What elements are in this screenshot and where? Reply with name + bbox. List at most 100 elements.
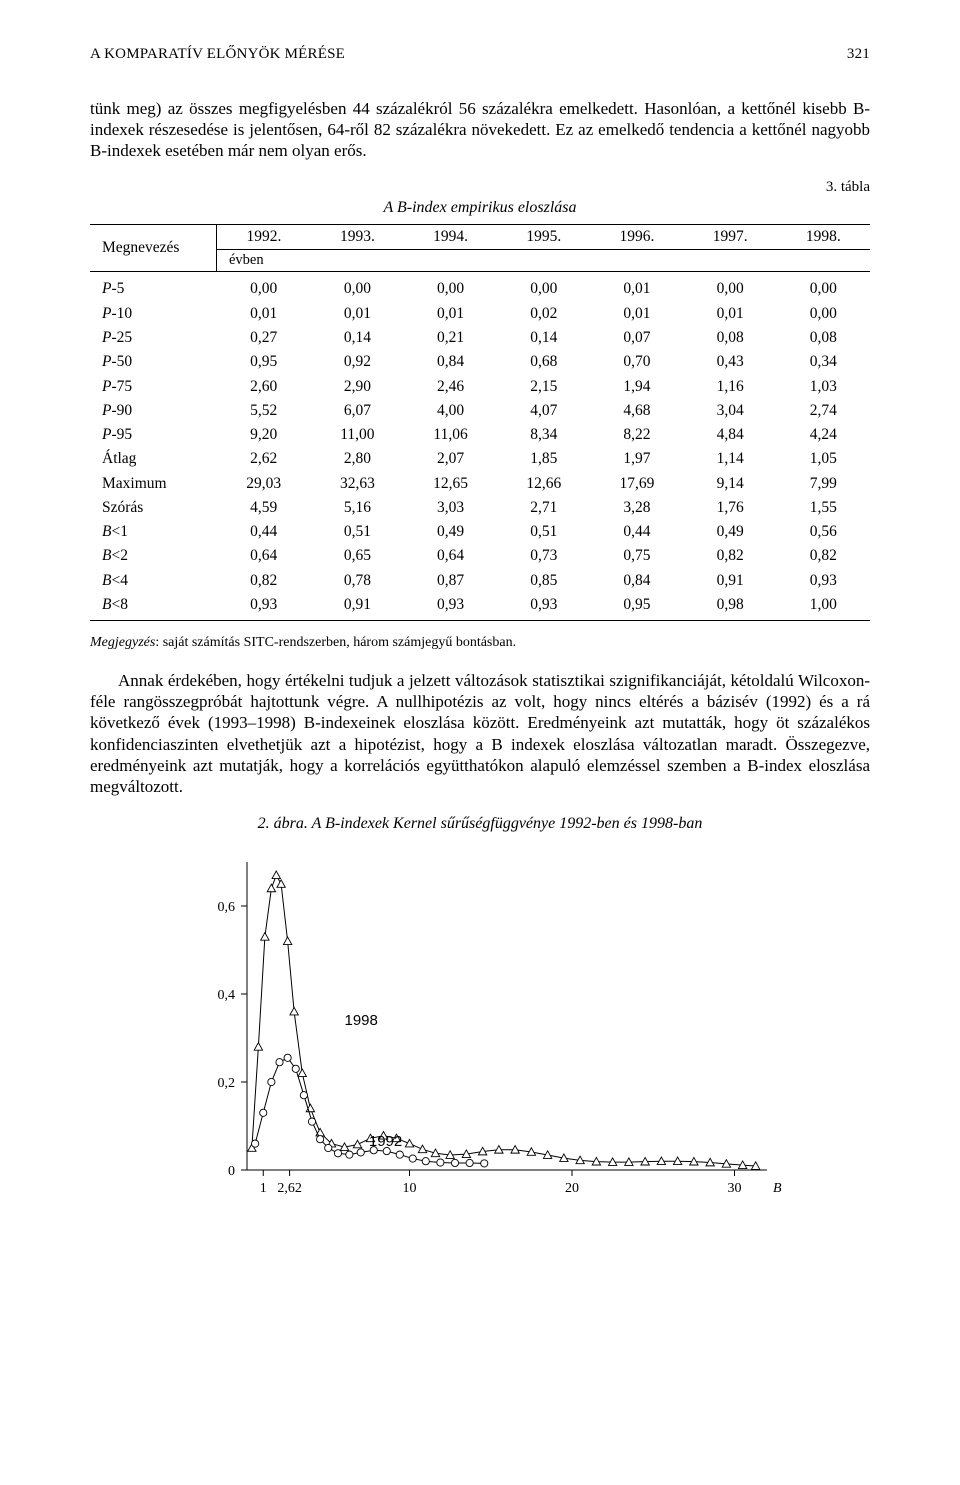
col-year-6: 1998. [777, 225, 870, 250]
cell: 0,01 [311, 302, 404, 326]
cell: 0,64 [404, 544, 497, 568]
svg-text:1992: 1992 [369, 1133, 402, 1150]
cell: 0,51 [311, 520, 404, 544]
cell: 2,62 [217, 447, 311, 471]
running-head-page-number: 321 [847, 46, 870, 64]
svg-text:0,2: 0,2 [218, 1076, 236, 1091]
cell: 0,01 [590, 302, 683, 326]
cell: 0,00 [497, 272, 590, 302]
cell: 0,21 [404, 326, 497, 350]
col-year-5: 1997. [684, 225, 777, 250]
cell: 32,63 [311, 472, 404, 496]
cell: 17,69 [590, 472, 683, 496]
cell: 1,05 [777, 447, 870, 471]
table-row: P-752,602,902,462,151,941,161,03 [90, 375, 870, 399]
table-row: P-959,2011,0011,068,348,224,844,24 [90, 423, 870, 447]
cell: 3,04 [684, 399, 777, 423]
cell: 0,82 [217, 569, 311, 593]
cell: 0,27 [217, 326, 311, 350]
svg-text:B: B [773, 1181, 782, 1196]
row-label: P-75 [90, 375, 217, 399]
cell: 0,78 [311, 569, 404, 593]
cell: 0,93 [404, 593, 497, 621]
cell: 8,22 [590, 423, 683, 447]
cell: 0,00 [777, 302, 870, 326]
cell: 2,74 [777, 399, 870, 423]
cell: 5,16 [311, 496, 404, 520]
cell: 0,93 [777, 569, 870, 593]
table-corner-header: Megnevezés [90, 225, 217, 272]
cell: 0,75 [590, 544, 683, 568]
col-year-2: 1994. [404, 225, 497, 250]
cell: 0,44 [590, 520, 683, 544]
cell: 0,56 [777, 520, 870, 544]
cell: 1,94 [590, 375, 683, 399]
cell: 9,14 [684, 472, 777, 496]
cell: 0,00 [217, 272, 311, 302]
table-row: P-250,270,140,210,140,070,080,08 [90, 326, 870, 350]
row-label: P-5 [90, 272, 217, 302]
cell: 0,73 [497, 544, 590, 568]
cell: 3,28 [590, 496, 683, 520]
svg-text:10: 10 [403, 1181, 417, 1196]
row-label: B<4 [90, 569, 217, 593]
cell: 0,01 [590, 272, 683, 302]
cell: 11,00 [311, 423, 404, 447]
cell: 2,46 [404, 375, 497, 399]
cell: 1,16 [684, 375, 777, 399]
cell: 1,03 [777, 375, 870, 399]
cell: 0,68 [497, 350, 590, 374]
cell: 0,00 [404, 272, 497, 302]
cell: 4,24 [777, 423, 870, 447]
cell: 0,00 [311, 272, 404, 302]
cell: 0,84 [590, 569, 683, 593]
cell: 0,02 [497, 302, 590, 326]
row-label: P-95 [90, 423, 217, 447]
cell: 0,64 [217, 544, 311, 568]
col-year-1: 1993. [311, 225, 404, 250]
cell: 0,08 [777, 326, 870, 350]
cell: 0,95 [217, 350, 311, 374]
cell: 1,14 [684, 447, 777, 471]
cell: 4,59 [217, 496, 311, 520]
cell: 0,08 [684, 326, 777, 350]
table-row: B<10,440,510,490,510,440,490,56 [90, 520, 870, 544]
note-lead: Megjegyzés [90, 635, 155, 650]
cell: 6,07 [311, 399, 404, 423]
table-row: P-905,526,074,004,074,683,042,74 [90, 399, 870, 423]
row-label: Szórás [90, 496, 217, 520]
paragraph-1: tünk meg) az összes megfigyelésben 44 sz… [90, 98, 870, 162]
cell: 0,14 [497, 326, 590, 350]
table-footnote: Megjegyzés: saját számítás SITC-rendszer… [90, 635, 870, 652]
cell: 2,07 [404, 447, 497, 471]
cell: 1,76 [684, 496, 777, 520]
cell: 4,07 [497, 399, 590, 423]
row-label: P-10 [90, 302, 217, 326]
cell: 7,99 [777, 472, 870, 496]
running-head-left: A KOMPARATÍV ELŐNYÖK MÉRÉSE [90, 46, 345, 64]
cell: 0,00 [777, 272, 870, 302]
svg-text:30: 30 [728, 1181, 742, 1196]
cell: 1,55 [777, 496, 870, 520]
svg-text:1: 1 [260, 1181, 267, 1196]
cell: 2,15 [497, 375, 590, 399]
row-label: B<1 [90, 520, 217, 544]
cell: 9,20 [217, 423, 311, 447]
table-row: B<40,820,780,870,850,840,910,93 [90, 569, 870, 593]
cell: 5,52 [217, 399, 311, 423]
cell: 3,03 [404, 496, 497, 520]
table-row: Szórás4,595,163,032,713,281,761,55 [90, 496, 870, 520]
cell: 2,60 [217, 375, 311, 399]
svg-text:20: 20 [565, 1181, 579, 1196]
cell: 11,06 [404, 423, 497, 447]
table-row: P-100,010,010,010,020,010,010,00 [90, 302, 870, 326]
running-head: A KOMPARATÍV ELŐNYÖK MÉRÉSE 321 [90, 46, 870, 64]
cell: 4,68 [590, 399, 683, 423]
cell: 0,82 [684, 544, 777, 568]
cell: 1,00 [777, 593, 870, 621]
table-row: B<80,930,910,930,930,950,981,00 [90, 593, 870, 621]
cell: 4,00 [404, 399, 497, 423]
col-year-4: 1996. [590, 225, 683, 250]
cell: 2,71 [497, 496, 590, 520]
row-label: P-50 [90, 350, 217, 374]
